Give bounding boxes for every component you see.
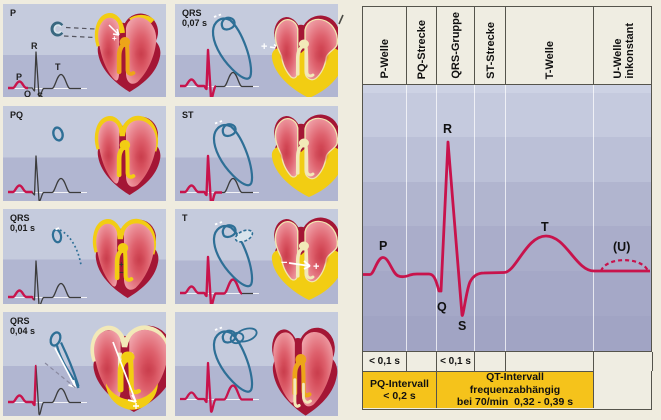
svg-text:S: S: [37, 91, 43, 97]
svg-text:R: R: [31, 41, 38, 51]
svg-text:+: +: [112, 34, 117, 43]
svg-text:+: +: [119, 260, 124, 269]
svg-text:−: −: [281, 257, 287, 269]
svg-text:+: +: [313, 261, 319, 273]
svg-text:Q: Q: [24, 89, 31, 97]
svg-text:T: T: [55, 62, 61, 72]
svg-text:+: +: [261, 41, 267, 53]
svg-text:−: −: [119, 268, 124, 277]
svg-text:P: P: [16, 72, 22, 82]
